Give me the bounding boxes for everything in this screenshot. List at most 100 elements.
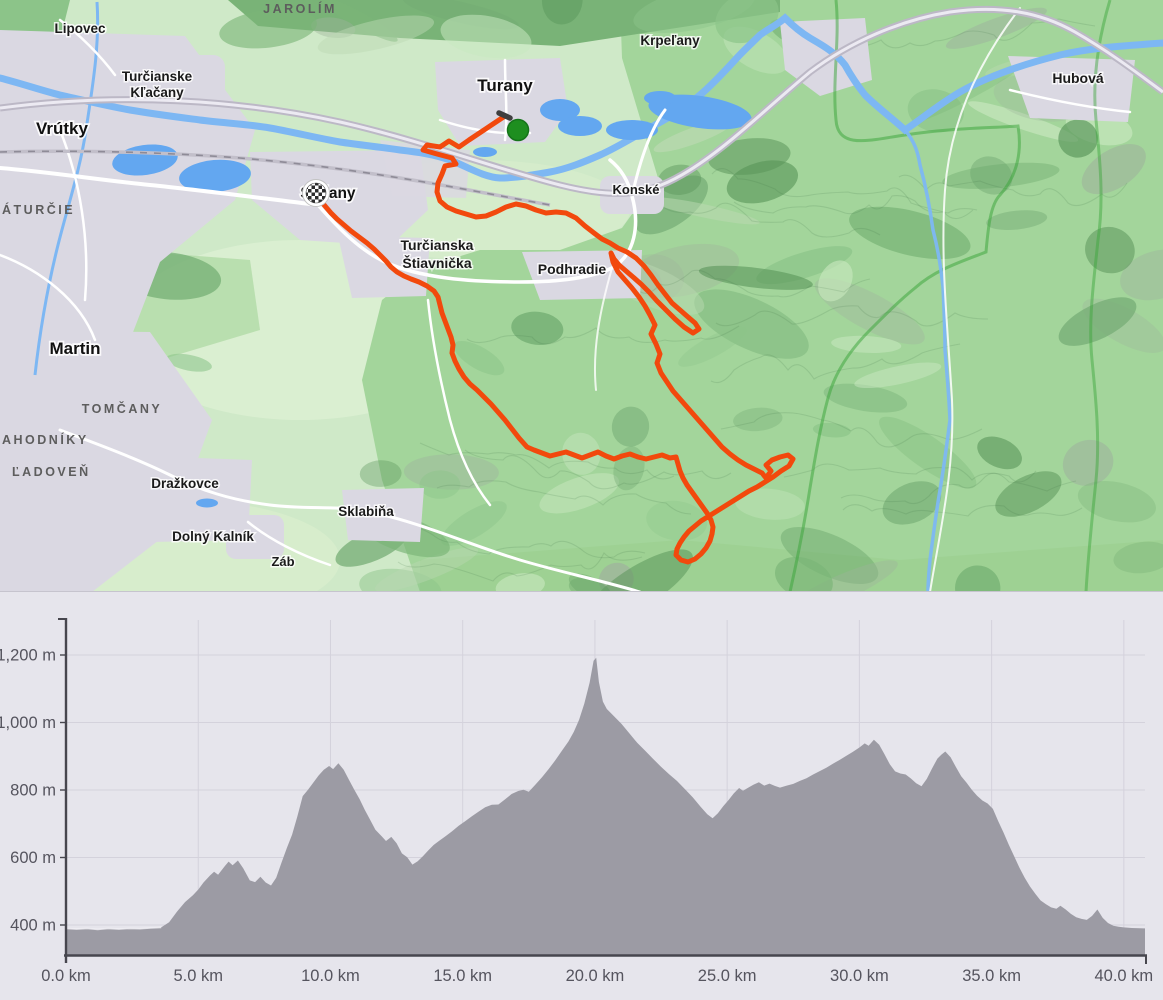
map-place-label: Turčianska xyxy=(401,237,474,253)
contour-line xyxy=(842,504,1083,517)
hillshade-blob xyxy=(945,7,1047,49)
hillshade-blob xyxy=(879,416,977,489)
contour-line xyxy=(783,463,1037,483)
hillshade-blob xyxy=(970,156,1013,195)
start-point-marker[interactable] xyxy=(506,118,530,142)
hillshade-blob xyxy=(733,407,783,432)
map-label-layer: JAROLÍM ÁTURČIE TOMČANY AHODNÍKY ĽADOVEŇ Lipo… xyxy=(2,1,1105,571)
hillshade-blob xyxy=(311,17,356,38)
hillshade-blob xyxy=(1113,541,1163,574)
x-tick-label: 0.0 km xyxy=(41,967,91,985)
hillshade-blob xyxy=(1120,249,1163,301)
hillshade-blob xyxy=(1085,226,1135,274)
map-svg[interactable]: JAROLÍM ÁTURČIE TOMČANY AHODNÍKY ĽADOVEŇ Lipo… xyxy=(0,0,1163,624)
contour-line xyxy=(710,343,961,384)
x-tick-label: 30.0 km xyxy=(830,967,889,985)
x-tick-label: 40.0 km xyxy=(1094,967,1153,985)
hillshade-blob xyxy=(646,197,760,225)
hillshade-blob xyxy=(1081,144,1146,195)
hillshade-blob xyxy=(849,206,971,260)
hillshade-blob xyxy=(882,481,942,525)
map-place-label: Martin xyxy=(50,339,101,358)
contour-line xyxy=(720,412,983,448)
hillshade-blob xyxy=(359,460,402,487)
hillshade-blob xyxy=(1077,481,1156,523)
map-place-label: Turčianske xyxy=(122,69,193,84)
contour-line xyxy=(733,195,974,220)
gps-route-line xyxy=(314,113,796,565)
contour-line xyxy=(397,552,643,582)
contour-line xyxy=(464,449,732,490)
x-tick-label: 35.0 km xyxy=(962,967,1021,985)
hillshade-blob xyxy=(735,488,805,520)
map-marker-layer xyxy=(302,118,530,207)
elevation-top-highlight xyxy=(65,926,162,931)
elevation-area-fill xyxy=(66,657,1145,955)
contour-line xyxy=(466,325,740,345)
chart-axes xyxy=(58,618,1147,964)
contour-line xyxy=(634,269,871,298)
hillshade-blob xyxy=(968,101,1079,142)
hillshade-blob xyxy=(1058,119,1098,158)
hillshade-blob xyxy=(541,0,583,25)
hillshade-blob xyxy=(986,210,1048,230)
y-tick-label: 600 m xyxy=(10,849,56,867)
map-place-label: JAROLÍM xyxy=(263,1,337,16)
map-place-label: Kľačany xyxy=(130,85,184,100)
map-place-label: Podhradie xyxy=(538,261,607,277)
map-highway xyxy=(0,5,1163,197)
x-tick-label: 5.0 km xyxy=(173,967,223,985)
contour-line xyxy=(711,168,978,214)
map-contours xyxy=(397,18,1128,582)
hillshade-blob xyxy=(441,501,507,546)
hillshade-blob xyxy=(823,383,908,413)
hillshade-blob xyxy=(166,353,212,372)
contour-line xyxy=(840,472,1077,505)
map-canvas[interactable]: JAROLÍM ÁTURČIE TOMČANY AHODNÍKY ĽADOVEŇ Lipo… xyxy=(0,0,1163,624)
hillshade-blob xyxy=(419,470,461,499)
hillshade-blob xyxy=(1058,297,1137,346)
hillshade-blob xyxy=(317,15,435,55)
contour-line xyxy=(898,174,1128,207)
x-tick-label: 15.0 km xyxy=(433,967,492,985)
hillshade-blob xyxy=(633,0,755,33)
hillshade-blob xyxy=(678,326,747,367)
hillshade-blob xyxy=(698,265,813,290)
map-place-label: Konské xyxy=(613,182,660,197)
hillshade-blob xyxy=(854,362,942,389)
elevation-chart-svg[interactable]: 400 m 600 m 800 m 1,000 m 1,200 m 0.0 km 5.0 k… xyxy=(0,592,1163,1000)
map-place-label: ÁTURČIE xyxy=(2,202,75,217)
map-place-label: Lipovec xyxy=(54,21,106,36)
hillshade-blob xyxy=(694,289,809,359)
hillshade-blob xyxy=(995,471,1062,517)
finish-flag-marker-icon[interactable] xyxy=(305,182,327,204)
y-tick-label: 800 m xyxy=(10,782,56,800)
x-tick-label: 20.0 km xyxy=(566,967,625,985)
hillshade-blob xyxy=(977,436,1022,470)
elevation-profile-panel[interactable]: 400 m 600 m 800 m 1,000 m 1,200 m 0.0 km 5.0 k… xyxy=(0,592,1163,1000)
hillshade-blob xyxy=(453,340,505,376)
contour-line xyxy=(715,305,989,327)
map-railway xyxy=(0,149,551,207)
hillshade-blob xyxy=(1062,439,1114,486)
hillshade-blob xyxy=(831,335,902,353)
x-tick-label: 25.0 km xyxy=(698,967,757,985)
x-tick-label: 10.0 km xyxy=(301,967,360,985)
hillshade-blob xyxy=(511,311,564,345)
park-boundary-line xyxy=(788,0,1112,593)
hillshade-blob xyxy=(780,527,879,584)
map-place-label: Štiavnička xyxy=(402,254,471,271)
route-start-cap xyxy=(496,110,513,121)
route-line-layer xyxy=(314,110,796,565)
map-place-label: AHODNÍKY xyxy=(2,432,89,447)
map-place-label: Dolný Kalník xyxy=(172,529,254,544)
contour-line xyxy=(405,525,646,559)
elevation-area-series xyxy=(65,657,1145,955)
contour-line xyxy=(630,199,881,238)
map-place-label: Krpeľany xyxy=(640,33,700,48)
hillshade-blob xyxy=(219,9,317,49)
map-place-label: Dražkovce xyxy=(151,476,219,491)
hillshade-blob xyxy=(611,406,650,447)
map-place-label: Záb xyxy=(271,554,294,569)
